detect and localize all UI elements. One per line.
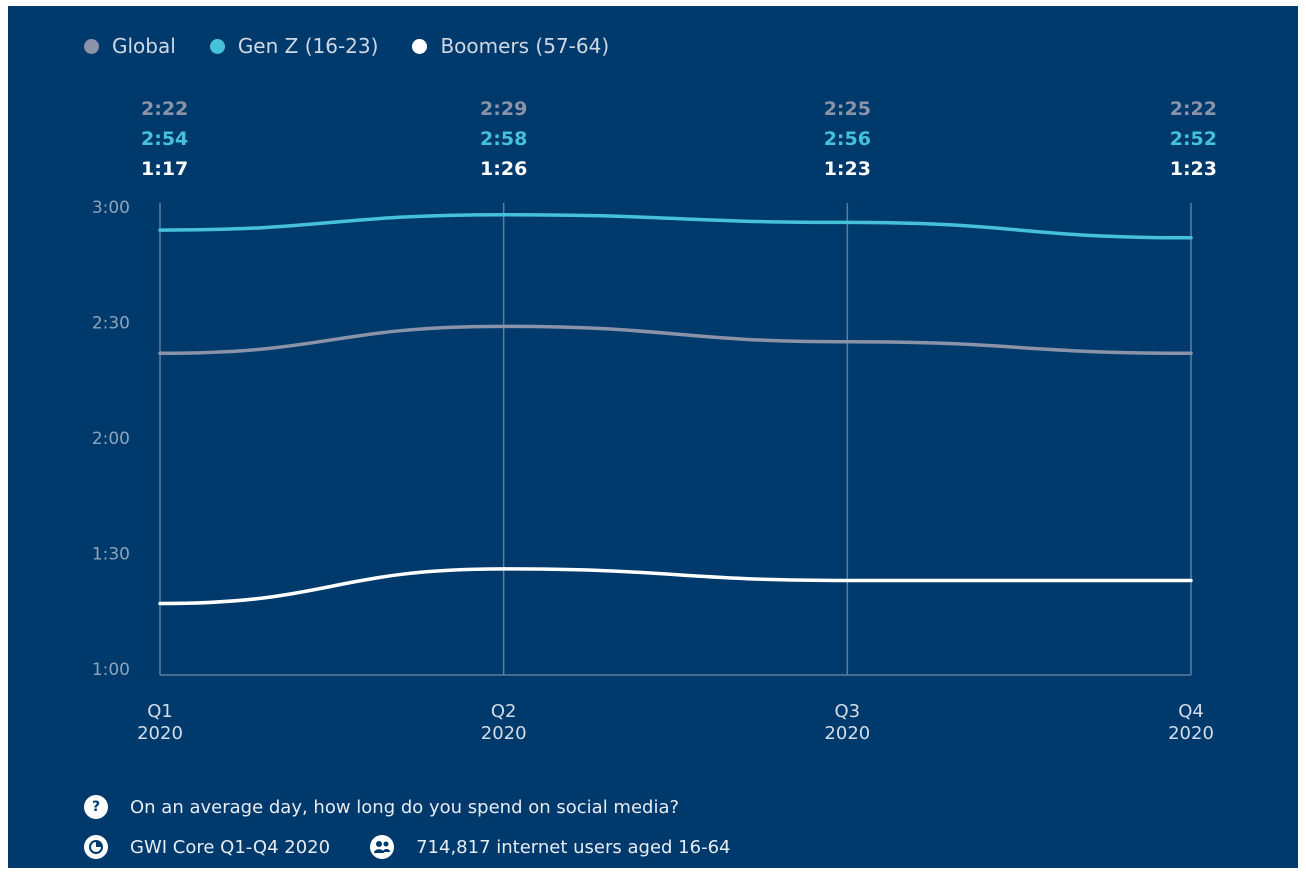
data-label-global: 2:22	[141, 98, 188, 120]
data-label-boomers: 1:23	[824, 158, 871, 180]
x-tick-quarter: Q2	[491, 701, 517, 722]
series-line-genz	[160, 215, 1191, 238]
data-label-genz: 2:54	[141, 128, 188, 150]
footer-question-row: ? On an average day, how long do you spe…	[84, 794, 730, 820]
y-tick-label: 2:30	[92, 314, 130, 334]
x-tick-year: 2020	[137, 723, 183, 744]
x-tick-quarter: Q3	[835, 701, 861, 722]
y-tick-label: 1:00	[92, 660, 130, 680]
question-icon: ?	[84, 795, 108, 819]
data-label-boomers: 1:26	[480, 158, 527, 180]
data-source: GWI Core Q1-Q4 2020	[130, 837, 330, 858]
series-line-global	[160, 326, 1191, 353]
sample-size: 714,817 internet users aged 16-64	[416, 837, 730, 858]
pie-chart-icon	[84, 835, 108, 859]
footer: ? On an average day, how long do you spe…	[84, 794, 730, 874]
data-label-global: 2:22	[1170, 98, 1217, 120]
data-label-genz: 2:56	[824, 128, 871, 150]
y-tick-label: 1:30	[92, 545, 130, 565]
x-tick-year: 2020	[1168, 723, 1214, 744]
users-icon	[370, 835, 394, 859]
footer-source-row: GWI Core Q1-Q4 2020 714,817 internet use…	[84, 834, 730, 860]
data-label-genz: 2:52	[1170, 128, 1217, 150]
data-label-global: 2:29	[480, 98, 527, 120]
data-label-boomers: 1:17	[141, 158, 188, 180]
chart-panel: Global Gen Z (16-23) Boomers (57-64) 3:0…	[8, 6, 1298, 868]
x-tick-quarter: Q1	[147, 701, 173, 722]
y-tick-label: 2:00	[92, 429, 130, 449]
survey-question: On an average day, how long do you spend…	[130, 797, 679, 818]
x-tick-quarter: Q4	[1178, 701, 1204, 722]
x-tick-year: 2020	[481, 723, 527, 744]
data-label-genz: 2:58	[480, 128, 527, 150]
x-tick-year: 2020	[824, 723, 870, 744]
y-tick-label: 3:00	[92, 198, 130, 218]
series-line-boomers	[160, 569, 1191, 604]
data-label-boomers: 1:23	[1170, 158, 1217, 180]
line-chart: 3:002:302:001:301:00Q12020Q22020Q32020Q4…	[8, 6, 1298, 868]
data-label-global: 2:25	[824, 98, 871, 120]
